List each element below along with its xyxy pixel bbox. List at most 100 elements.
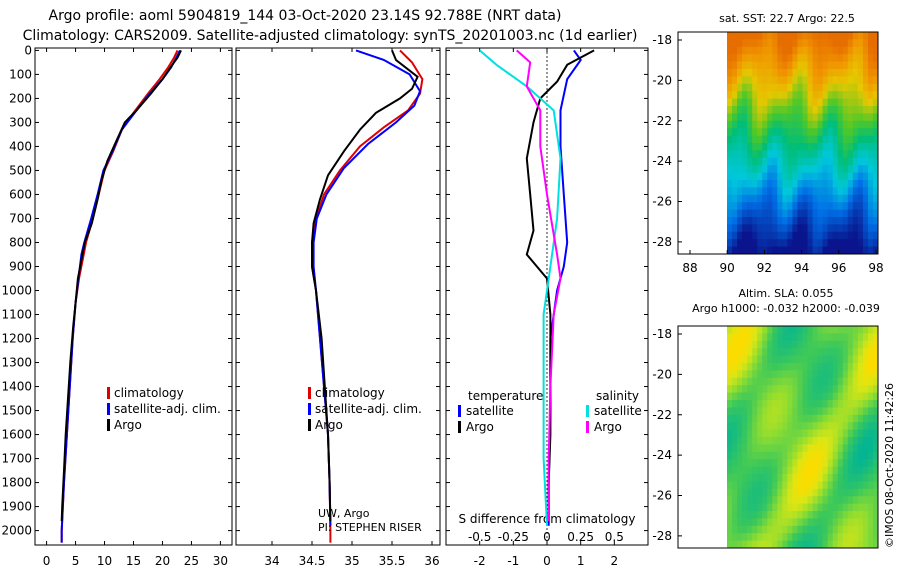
map-cell (772, 326, 778, 334)
map-cell (812, 231, 819, 240)
map-cell (827, 91, 834, 100)
map-cell (727, 217, 733, 225)
map-cell (822, 429, 829, 438)
legend-swatch (586, 405, 589, 417)
map-cell (812, 61, 819, 70)
map-cell (797, 209, 803, 218)
map-cell (862, 224, 869, 233)
map-cell (832, 459, 839, 468)
map-cell (772, 503, 778, 512)
map-cell (772, 224, 778, 233)
map-cell (727, 76, 733, 85)
map-cell (822, 224, 829, 233)
map-cell (747, 474, 753, 482)
map-cell (762, 180, 768, 188)
map-cell (762, 533, 768, 542)
map-cell (832, 209, 839, 218)
map-cell (862, 326, 869, 334)
map-cell (837, 466, 844, 475)
map-cell (782, 135, 788, 144)
map-cell (772, 355, 778, 364)
map-cell (802, 385, 809, 394)
map-cell (797, 503, 803, 512)
map-cell (757, 385, 763, 394)
map-cell (737, 474, 743, 482)
map-cell (827, 239, 834, 248)
map-cell (812, 333, 819, 342)
map-cell (837, 128, 844, 137)
map-cell (867, 39, 874, 48)
map-cell (872, 224, 879, 233)
map-cell (787, 385, 793, 394)
map-cell (727, 496, 733, 505)
map-cell (852, 231, 859, 240)
map-cell (837, 437, 844, 445)
map-cell (792, 377, 798, 386)
map-cell (862, 333, 869, 342)
map-cell (862, 496, 869, 505)
map-cell (847, 180, 854, 188)
map-cell (867, 340, 874, 349)
map-cell (862, 91, 869, 100)
map-cell (847, 54, 854, 63)
map-cell (797, 172, 803, 181)
map-cell (822, 76, 829, 85)
lat-tick-label: -18 (652, 327, 672, 341)
map-cell (817, 540, 824, 549)
map-cell (807, 217, 814, 225)
map-cell (827, 355, 834, 364)
map-cell (747, 46, 753, 55)
map-cell (812, 437, 819, 445)
map-cell (822, 32, 829, 40)
map-cell (842, 451, 849, 460)
map-cell (727, 481, 733, 490)
map-cell (787, 422, 793, 431)
map-cell (727, 474, 733, 482)
map-cell (817, 165, 824, 174)
map-cell (782, 246, 788, 255)
map-cell (827, 120, 834, 129)
map-cell (777, 69, 783, 77)
map-cell (777, 217, 783, 225)
map-cell (852, 340, 859, 349)
map-cell (737, 246, 743, 255)
map-cell (852, 363, 859, 371)
map-cell (867, 518, 874, 527)
map-cell (827, 165, 834, 174)
map-cell (807, 511, 814, 519)
x-tick-label: 10 (97, 554, 112, 568)
map-cell (757, 392, 763, 401)
map-cell (812, 209, 819, 218)
map-cell (812, 525, 819, 534)
map-cell (747, 385, 753, 394)
map-cell (842, 217, 849, 225)
map-cell (857, 113, 864, 122)
map-cell (732, 239, 738, 248)
map-cell (817, 348, 824, 357)
lat-tick-label: -22 (652, 114, 672, 128)
map-cell (762, 385, 768, 394)
map-cell (762, 202, 768, 211)
map-cell (842, 392, 849, 401)
map-cell (802, 429, 809, 438)
map-cell (757, 46, 763, 55)
series-line-salinity-argo (516, 49, 562, 521)
map-cell (842, 333, 849, 342)
map-cell (797, 377, 803, 386)
map-cell (767, 326, 773, 334)
map-cell (812, 385, 819, 394)
map-cell (797, 459, 803, 468)
map-cell (822, 414, 829, 423)
map-cell (752, 459, 758, 468)
map-cell (742, 525, 748, 534)
map-cell (822, 355, 829, 364)
map-cell (822, 165, 829, 174)
map-cell (822, 474, 829, 482)
map-cell (732, 32, 738, 40)
map-cell (852, 239, 859, 248)
map-cell (847, 98, 854, 107)
map-cell (857, 239, 864, 248)
map-cell (802, 466, 809, 475)
map-cell (872, 511, 879, 519)
map-cell (802, 333, 809, 342)
